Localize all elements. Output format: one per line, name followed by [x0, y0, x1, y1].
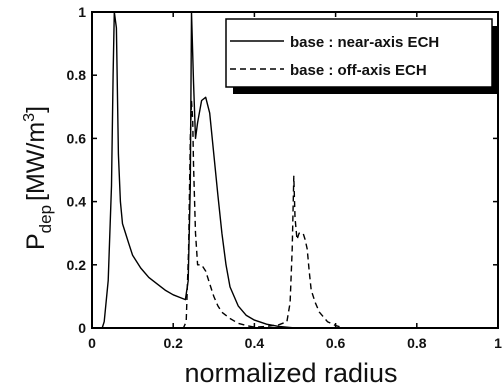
x-tick-label: 0 — [88, 335, 96, 351]
series-layer — [92, 11, 498, 329]
y-ticks: 0 0.2 0.4 0.6 0.8 1 — [67, 4, 498, 336]
y-tick-label: 0.8 — [67, 67, 87, 83]
y-axis-title-subscript: dep — [36, 205, 55, 233]
x-tick-label: 0.8 — [407, 335, 427, 351]
y-tick-label: 0.4 — [67, 194, 87, 210]
y-axis-title-main: P — [22, 233, 50, 250]
series-line-near-axis — [92, 11, 498, 329]
legend-box — [225, 18, 493, 88]
x-tick-label: 1 — [494, 335, 502, 351]
legend: base : near-axis ECH base : off-axis ECH — [225, 18, 499, 94]
x-tick-label: 0.4 — [245, 335, 265, 351]
series-line-off-axis — [92, 99, 498, 329]
y-tick-label: 0.6 — [67, 130, 87, 146]
legend-label-off-axis: base : off-axis ECH — [290, 62, 427, 79]
x-ticks: 0 0.2 0.4 0.6 0.8 1 — [88, 12, 502, 351]
x-tick-label: 0.2 — [163, 335, 183, 351]
x-tick-label: 0.6 — [326, 335, 346, 351]
y-axis-title-unit: [MW/m — [22, 122, 50, 201]
y-axis-title-unit-close: ] — [22, 106, 50, 113]
x-axis-title: normalized radius — [184, 358, 397, 388]
y-tick-label: 0.2 — [67, 257, 87, 273]
plot-frame — [91, 11, 499, 329]
legend-label-near-axis: base : near-axis ECH — [290, 34, 439, 51]
y-tick-label: 0 — [78, 320, 86, 336]
y-axis-title-exponent: 3 — [21, 113, 38, 122]
y-tick-label: 1 — [78, 4, 86, 20]
y-axis-title: Pdep [MW/m3] — [21, 106, 55, 250]
